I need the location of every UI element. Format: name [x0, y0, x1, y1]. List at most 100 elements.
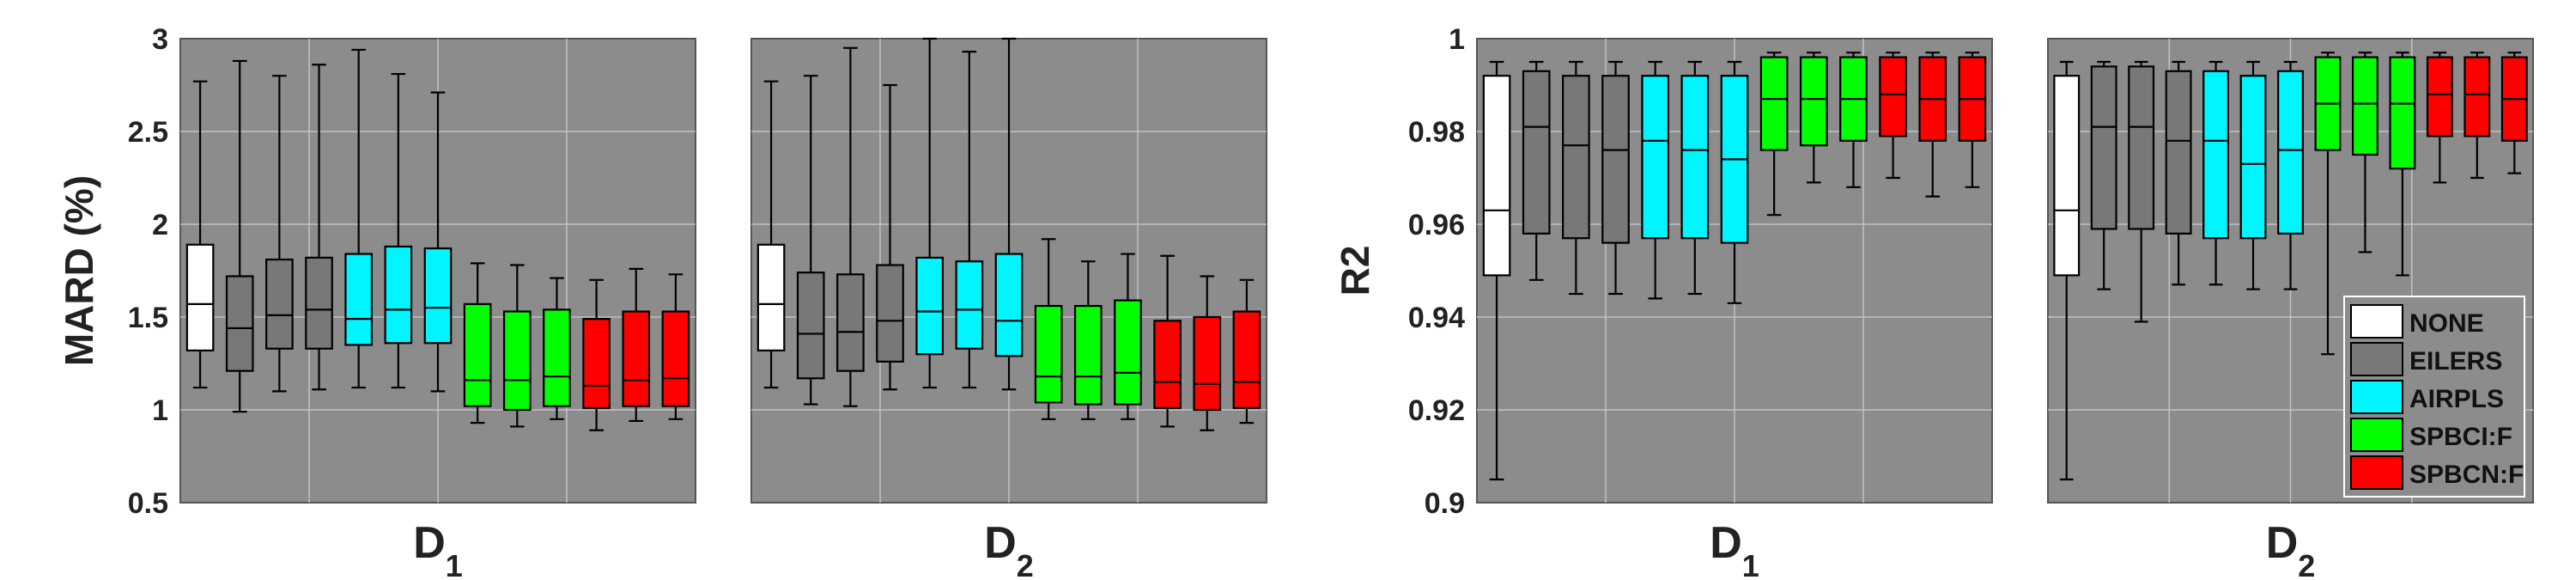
- iqr-box: [582, 318, 611, 409]
- box-spbci-f: [1759, 52, 1789, 217]
- chart-panel-2: D2: [750, 37, 1267, 580]
- y-tick-label: 0.9: [1425, 487, 1465, 520]
- box-spbci-f: [502, 264, 532, 428]
- y-tick-label: 1: [1449, 23, 1465, 56]
- legend-swatch: [2350, 342, 2403, 376]
- y-tick-label: 1.5: [128, 302, 168, 334]
- box-spbci-f: [1839, 52, 1868, 188]
- iqr-box: [384, 245, 413, 345]
- y-tick-label: 1: [152, 394, 168, 427]
- legend-item: EILERS: [2350, 342, 2502, 376]
- iqr-box: [1641, 75, 1670, 240]
- chart-panel-4: D2: [2047, 38, 2534, 580]
- box-spbci-f: [1034, 238, 1063, 420]
- iqr-box: [2389, 56, 2416, 170]
- iqr-box: [1482, 75, 1511, 277]
- box-airpls: [2277, 60, 2304, 290]
- iqr-box: [1601, 75, 1630, 244]
- box-airpls: [1720, 60, 1749, 304]
- box-eilers: [2165, 60, 2192, 286]
- box-spbcn-f: [1232, 278, 1261, 424]
- box-spbcn-f: [2426, 52, 2453, 184]
- iqr-box: [185, 243, 215, 351]
- iqr-box: [1879, 56, 1907, 137]
- iqr-box: [2202, 70, 2230, 240]
- box-none: [1482, 60, 1511, 481]
- y-axis-label: R2: [1333, 246, 1377, 296]
- iqr-box: [994, 253, 1024, 357]
- box-spbci-f: [1799, 52, 1828, 184]
- iqr-box: [796, 272, 825, 380]
- legend-item: AIRPLS: [2350, 380, 2504, 414]
- iqr-box: [502, 310, 532, 412]
- iqr-box: [661, 310, 690, 407]
- x-axis-label: D2: [984, 518, 1034, 580]
- iqr-box: [543, 308, 571, 407]
- iqr-box: [423, 247, 453, 345]
- iqr-box: [1034, 304, 1063, 404]
- box-airpls: [915, 37, 945, 389]
- box-eilers: [1522, 60, 1551, 281]
- box-airpls: [2202, 60, 2230, 286]
- box-airpls: [955, 51, 984, 389]
- legend: NONE EILERS AIRPLS SPBCI:F SPBCN:F: [2343, 296, 2525, 498]
- legend-item: SPBCI:F: [2350, 418, 2512, 452]
- box-spbcn-f: [582, 278, 611, 431]
- box-airpls: [994, 37, 1024, 391]
- chart-panel-1: 0.5 1 1.5 2 2.5 3 MARD (%) D1: [57, 23, 696, 580]
- iqr-box: [1680, 75, 1710, 240]
- y-tick-label: 3: [152, 23, 168, 56]
- iqr-box: [1522, 70, 1551, 235]
- box-spbcn-f: [2464, 52, 2491, 180]
- iqr-box: [622, 310, 651, 407]
- iqr-box: [2165, 70, 2192, 235]
- box-airpls: [344, 48, 374, 389]
- legend-label: EILERS: [2409, 347, 2502, 375]
- iqr-box: [756, 243, 786, 351]
- box-spbcn-f: [622, 267, 651, 423]
- iqr-box: [2464, 56, 2491, 137]
- y-tick-label: 0.92: [1408, 394, 1465, 427]
- legend-swatch: [2350, 418, 2403, 452]
- iqr-box: [2128, 65, 2155, 230]
- box-airpls: [1680, 60, 1710, 296]
- iqr-box: [915, 256, 945, 356]
- legend-item: NONE: [2350, 304, 2484, 339]
- iqr-box: [1073, 304, 1103, 406]
- box-spbcn-f: [661, 273, 690, 420]
- box-eilers: [265, 75, 294, 393]
- box-spbcn-f: [2500, 52, 2528, 174]
- legend-label: SPBCN:F: [2409, 461, 2524, 489]
- iqr-box: [2277, 70, 2304, 235]
- box-spbci-f: [463, 262, 492, 424]
- box-spbcn-f: [1958, 52, 1987, 188]
- box-spbci-f: [1073, 260, 1103, 420]
- legend-item: SPBCN:F: [2350, 455, 2524, 490]
- iqr-box: [1232, 310, 1261, 409]
- y-tick-label: 0.96: [1408, 209, 1465, 241]
- legend-swatch: [2350, 380, 2403, 414]
- iqr-box: [265, 258, 294, 350]
- box-none: [2053, 60, 2081, 481]
- iqr-box: [1114, 299, 1142, 406]
- iqr-box: [2351, 56, 2379, 156]
- iqr-box: [955, 260, 984, 350]
- box-eilers: [1601, 60, 1630, 296]
- y-tick-label: 0.98: [1408, 116, 1465, 149]
- box-eilers: [796, 75, 825, 406]
- iqr-box: [225, 275, 254, 372]
- legend-label: NONE: [2409, 309, 2484, 338]
- y-axis-label: MARD (%): [57, 175, 101, 366]
- iqr-box: [1193, 315, 1222, 412]
- iqr-box: [344, 253, 374, 346]
- box-airpls: [1641, 60, 1670, 300]
- box-spbci-f: [543, 277, 571, 420]
- box-spbci-f: [2314, 52, 2342, 356]
- y-tick-label: 0.5: [128, 487, 168, 520]
- y-tick-label: 0.94: [1408, 302, 1465, 334]
- box-eilers: [2090, 60, 2117, 290]
- box-spbcn-f: [1193, 275, 1222, 431]
- box-eilers: [1562, 60, 1590, 296]
- box-none: [185, 80, 215, 389]
- legend-swatch: [2350, 304, 2403, 339]
